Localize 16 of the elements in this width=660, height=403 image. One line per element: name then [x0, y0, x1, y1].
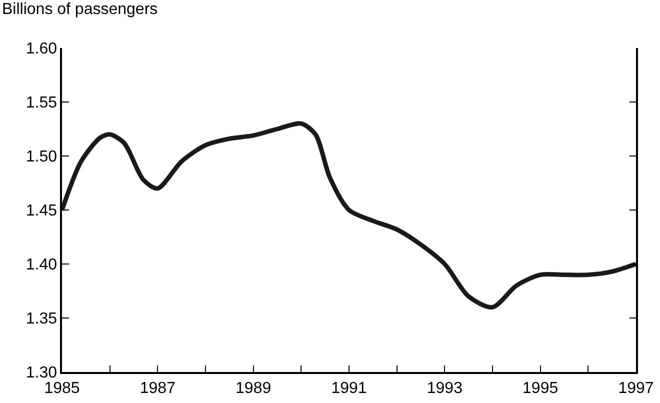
y-axis-title: Billions of passengers [2, 1, 158, 18]
y-tick-label: 1.50 [26, 148, 58, 166]
y-tick-label: 1.60 [26, 40, 58, 58]
x-tick-label: 1995 [522, 380, 558, 397]
x-tick-label: 1989 [236, 380, 272, 397]
y-tick-label: 1.55 [26, 94, 58, 112]
y-tick-label: 1.35 [26, 310, 58, 328]
x-tick-label: 1991 [331, 380, 367, 397]
y-tick-label: 1.45 [26, 202, 58, 220]
x-tick-label: 1993 [426, 380, 463, 397]
x-tick-label: 1987 [140, 380, 176, 397]
line-series [62, 121, 636, 310]
y-tick-label: 1.40 [26, 256, 58, 274]
x-tick-label: 1985 [44, 380, 80, 397]
y-tick-label: 1.30 [26, 364, 58, 382]
x-tick-label: 1997 [618, 380, 654, 397]
